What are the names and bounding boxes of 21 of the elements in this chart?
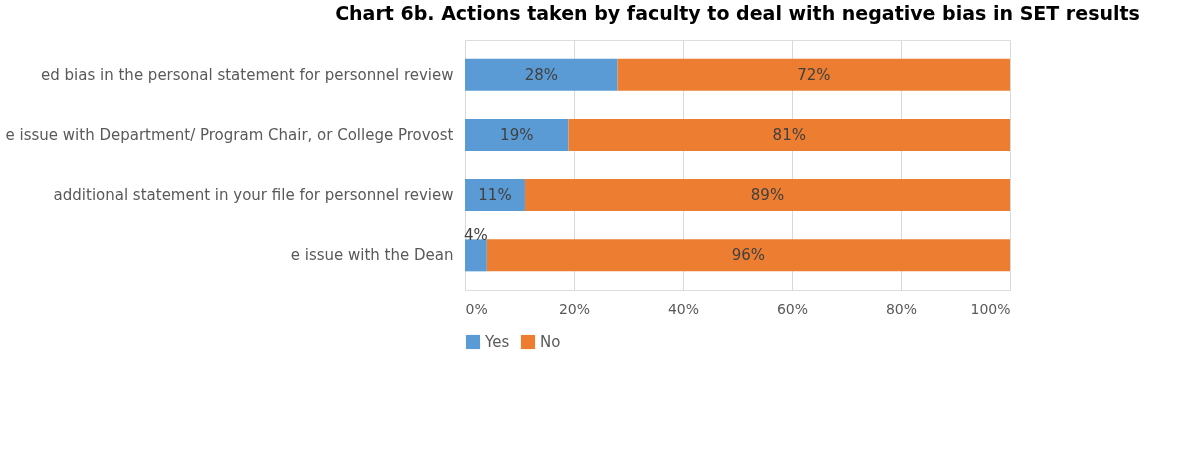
data-label: 28% [524, 65, 558, 84]
legend-label: Yes [484, 333, 510, 351]
legend-label: No [540, 333, 561, 351]
chart-title: Chart 6b. Actions taken by faculty to deal with negative bias in SET results [335, 2, 1140, 24]
y-tick-label: e issue with Department/ Program Chair, or College Provost [5, 125, 454, 144]
data-label: 72% [797, 65, 831, 84]
x-tick-label: 80% [885, 300, 918, 317]
x-tick-label: 100% [970, 300, 1011, 317]
x-tick-label: 20% [558, 300, 591, 317]
data-label: 96% [731, 246, 766, 265]
x-tick-label: 0% [465, 300, 488, 317]
data-label: 19% [500, 125, 534, 144]
data-label: 4% [464, 226, 488, 245]
x-tick-label: 60% [776, 300, 809, 317]
data-label: 11% [478, 186, 512, 205]
x-tick-label: 40% [667, 300, 700, 317]
y-tick-label: ed bias in the personal statement for personnel review [41, 65, 454, 84]
y-tick-label: additional statement in your file for personnel review [53, 186, 454, 205]
data-label: 89% [750, 186, 785, 205]
data-label: 81% [772, 125, 806, 144]
y-tick-label: e issue with the Dean [290, 246, 454, 265]
